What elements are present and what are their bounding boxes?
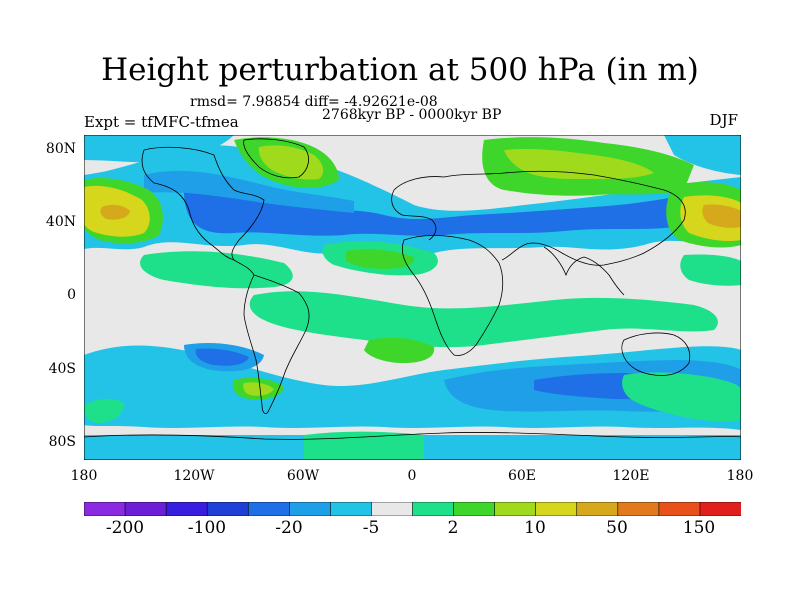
lon-label-180e: 180 [726,468,754,484]
colorbar-swatch [289,502,332,516]
south-pacific-green-west [84,398,124,423]
lon-label-0: 0 [407,468,417,484]
colorbar-label-neg5: -5 [362,518,380,538]
colorbar-swatch [494,502,537,516]
colorbar-label-10: 10 [524,518,546,538]
height-perturbation-map [84,135,741,460]
colorbar [84,502,741,516]
experiment-label: Expt = tfMFC-tfmea [84,113,239,131]
arctic-lightblue-east [664,135,741,175]
tropical-green-west [140,251,293,289]
colorbar-swatch [453,502,496,516]
colorbar-label-neg100: -100 [187,518,227,538]
colorbar-label-50: 50 [606,518,628,538]
africa-green-center [346,249,415,269]
colorbar-swatch [699,502,741,516]
lat-label-80s: 80S [48,434,76,450]
time-period: 2768kyr BP - 0000kyr BP [322,107,502,123]
south-tropical-green [249,291,718,348]
lat-label-80n: 80N [45,141,76,157]
greenland-yellow [258,145,324,180]
colorbar-swatch [371,502,414,516]
lon-label-60e: 60E [507,468,537,484]
colorbar-swatch [84,502,126,516]
colorbar-swatch [330,502,373,516]
colorbar-swatch [412,502,455,516]
lat-label-0: 0 [67,287,76,303]
colorbar-label-neg200: -200 [105,518,145,538]
plot-title: Height perturbation at 500 hPa (in m) [101,52,699,88]
lat-label-40s: 40S [48,361,76,377]
indian-ocean-green [364,337,435,363]
colorbar-label-2: 2 [447,518,459,538]
lon-label-120w: 120W [173,468,215,484]
lon-label-60w: 60W [286,468,320,484]
north-blue-band [184,187,674,236]
colorbar-swatch [247,502,291,516]
coastlines [84,138,741,440]
rmsd-stats: rmsd= 7.98854 diff= -4.92621e-08 [190,94,438,110]
lat-label-40n: 40N [45,214,76,230]
arctic-lightblue-west [84,135,234,163]
lon-label-120e: 120E [612,468,650,484]
south-atlantic-yellow [243,382,274,396]
south-indian-green [622,372,741,422]
colorbar-label-150: 150 [682,518,716,538]
colorbar-swatch [617,502,660,516]
tropical-green-east [680,254,741,286]
colorbar-swatch [535,502,578,516]
season-label: DJF [709,111,738,129]
lon-label-180w: 180 [70,468,98,484]
north-pacific-orange [100,204,130,220]
colorbar-label-neg20: -20 [275,518,303,538]
colorbar-swatch [206,502,250,516]
east-pacific-orange [702,204,741,228]
south-pacific-darkblue [195,348,249,366]
colorbar-swatch [165,502,208,516]
antarctic-green [304,431,424,460]
colorbar-swatch [124,502,167,516]
colorbar-swatch [658,502,701,516]
north-mediumblue-band [144,170,354,213]
colorbar-swatch [576,502,619,516]
